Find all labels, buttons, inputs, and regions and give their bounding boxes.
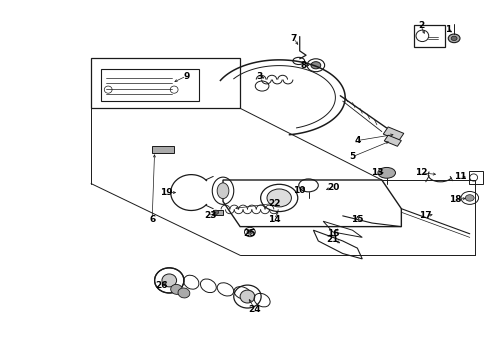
Text: 20: 20 <box>327 183 339 192</box>
Text: 19: 19 <box>161 188 173 197</box>
Text: 26: 26 <box>156 281 168 290</box>
Text: 7: 7 <box>291 34 297 43</box>
Ellipse shape <box>311 62 321 69</box>
Text: 1: 1 <box>444 25 451 34</box>
Ellipse shape <box>378 167 395 178</box>
Bar <box>101 69 198 101</box>
Ellipse shape <box>247 230 253 234</box>
Ellipse shape <box>178 288 190 298</box>
Text: 16: 16 <box>327 229 339 238</box>
Ellipse shape <box>466 195 474 201</box>
Polygon shape <box>383 127 404 140</box>
Ellipse shape <box>171 284 182 294</box>
Text: 24: 24 <box>248 305 261 314</box>
Text: 3: 3 <box>257 72 263 81</box>
Ellipse shape <box>267 189 292 207</box>
Text: 12: 12 <box>415 168 427 177</box>
Bar <box>152 146 174 153</box>
Text: 18: 18 <box>449 195 462 204</box>
Text: 25: 25 <box>244 229 256 238</box>
Bar <box>213 210 223 215</box>
Text: 5: 5 <box>349 152 356 161</box>
Text: 15: 15 <box>351 215 364 224</box>
Text: 6: 6 <box>149 215 155 224</box>
Text: 4: 4 <box>354 136 361 145</box>
Text: 8: 8 <box>300 61 307 70</box>
Ellipse shape <box>162 274 176 287</box>
Text: 22: 22 <box>268 199 281 208</box>
Ellipse shape <box>448 34 460 42</box>
Text: 9: 9 <box>183 72 190 81</box>
Ellipse shape <box>451 36 457 41</box>
Bar <box>469 171 484 184</box>
Text: 14: 14 <box>268 215 281 224</box>
Text: 21: 21 <box>327 235 339 244</box>
Text: 11: 11 <box>454 172 466 181</box>
Ellipse shape <box>217 183 229 199</box>
Polygon shape <box>384 135 401 146</box>
Text: 10: 10 <box>293 186 305 195</box>
Ellipse shape <box>240 290 255 303</box>
Text: 17: 17 <box>419 211 432 220</box>
Bar <box>414 25 445 46</box>
Text: 23: 23 <box>204 211 217 220</box>
Text: 13: 13 <box>370 168 383 177</box>
Ellipse shape <box>213 210 219 215</box>
Text: 2: 2 <box>418 21 424 30</box>
